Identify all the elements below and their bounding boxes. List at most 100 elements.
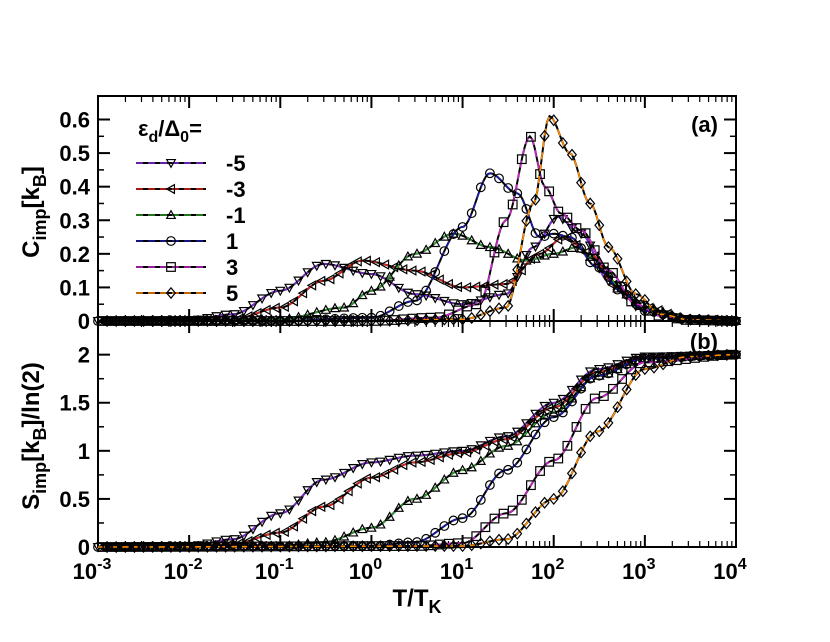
marker-a--5 xyxy=(329,261,341,271)
marker-b-5 xyxy=(512,527,523,540)
series-line-b--5 xyxy=(98,353,736,548)
marker-a--1 xyxy=(557,246,569,256)
series-b-1 xyxy=(93,349,741,552)
marker-b--3 xyxy=(306,505,317,517)
panel-b-ticks: 0 0.5 1 1.5 2 10-3 10-2 10-1 100 101 102 103 104 xyxy=(59,321,747,584)
series-b--1 xyxy=(98,349,742,552)
legend-entry--1: -1 xyxy=(136,203,246,228)
marker-a-5 xyxy=(348,314,359,328)
marker-b--5 xyxy=(557,394,569,405)
marker-b-3 xyxy=(562,440,573,451)
xlabel: T/TK xyxy=(393,585,442,617)
marker-a-5 xyxy=(375,314,386,328)
marker-b--5 xyxy=(284,505,295,516)
marker-a--5 xyxy=(293,276,304,287)
marker-b-5 xyxy=(329,540,341,553)
marker-b--3 xyxy=(288,521,298,532)
marker-a-1 xyxy=(475,182,486,193)
marker-a--1 xyxy=(539,250,550,260)
marker-b--3 xyxy=(416,456,426,468)
marker-a-3 xyxy=(562,212,573,223)
marker-b--5 xyxy=(347,463,359,474)
marker-a-3 xyxy=(480,286,491,297)
marker-b-5 xyxy=(603,416,614,429)
marker-b--5 xyxy=(274,509,286,519)
marker-b--3 xyxy=(352,478,362,489)
marker-b--3 xyxy=(379,468,390,480)
marker-b--1 xyxy=(502,440,514,450)
marker-a--3 xyxy=(361,255,371,267)
ytick-label-a: 0.3 xyxy=(59,208,90,233)
marker-b-5 xyxy=(658,358,669,371)
marker-b--3 xyxy=(242,535,253,547)
marker-b--3 xyxy=(425,454,435,466)
marker-a-5 xyxy=(512,263,523,276)
marker-a--3 xyxy=(397,264,408,275)
marker-b--3 xyxy=(343,485,353,497)
marker-a--5 xyxy=(247,301,259,311)
marker-b--5 xyxy=(256,517,268,528)
marker-a--1 xyxy=(475,239,487,250)
marker-b-3 xyxy=(480,522,491,533)
marker-b-3 xyxy=(617,374,627,384)
legend-marker-square xyxy=(166,262,176,272)
marker-b-5 xyxy=(129,540,140,554)
marker-a--1 xyxy=(466,234,478,245)
ytick-label-a: 0.1 xyxy=(59,275,90,300)
marker-a--5 xyxy=(539,229,550,240)
marker-a--5 xyxy=(402,288,414,299)
marker-a--5 xyxy=(302,268,313,278)
marker-a--1 xyxy=(320,304,332,314)
marker-a-3 xyxy=(516,154,527,165)
marker-a-1 xyxy=(512,188,523,199)
marker-a-5 xyxy=(256,314,268,328)
marker-b--3 xyxy=(434,451,444,463)
series-dash-b-1 xyxy=(98,353,737,548)
marker-a-5 xyxy=(138,314,149,328)
marker-a--3 xyxy=(543,242,554,254)
marker-b--5 xyxy=(402,452,414,462)
marker-a--3 xyxy=(452,281,463,293)
marker-b-3 xyxy=(553,453,564,464)
marker-b-5 xyxy=(238,540,249,553)
marker-b-1 xyxy=(548,412,559,423)
marker-b--5 xyxy=(366,458,377,468)
marker-a-5 xyxy=(630,288,641,301)
legend-marker-triangle-down xyxy=(165,158,177,169)
marker-b--5 xyxy=(320,475,332,486)
marker-b-5 xyxy=(266,540,277,553)
marker-b-5 xyxy=(147,540,158,554)
marker-a-5 xyxy=(102,314,113,328)
marker-a-5 xyxy=(603,241,614,254)
marker-a-1 xyxy=(503,183,514,193)
marker-a--5 xyxy=(457,300,468,310)
marker-a--3 xyxy=(443,278,453,290)
marker-a--1 xyxy=(356,289,368,300)
marker-a--1 xyxy=(429,237,441,248)
marker-b-5 xyxy=(539,496,550,509)
marker-a--5 xyxy=(274,286,286,297)
panel-b-ylabel: Simp[kB]/ln(2) xyxy=(18,362,50,510)
marker-b-1 xyxy=(439,521,450,531)
legend-label--1: -1 xyxy=(226,203,246,228)
ytick-label-b: 1.5 xyxy=(59,391,90,416)
marker-b-5 xyxy=(475,537,486,550)
marker-b--3 xyxy=(388,464,399,475)
marker-a-1 xyxy=(412,295,422,306)
legend-label-1: 1 xyxy=(226,229,238,254)
marker-a-5 xyxy=(111,314,122,328)
marker-b-5 xyxy=(594,425,605,438)
marker-b-5 xyxy=(138,540,149,554)
marker-b--1 xyxy=(429,482,441,492)
marker-b--5 xyxy=(539,401,550,412)
marker-b-5 xyxy=(585,430,596,443)
marker-a-5 xyxy=(165,314,176,328)
marker-b-5 xyxy=(685,350,696,363)
marker-b--1 xyxy=(356,523,368,534)
series-dash-b-5 xyxy=(98,353,737,548)
marker-b--1 xyxy=(539,410,550,420)
marker-b--1 xyxy=(448,467,459,477)
marker-b--1 xyxy=(420,489,432,499)
marker-b--3 xyxy=(461,447,472,458)
